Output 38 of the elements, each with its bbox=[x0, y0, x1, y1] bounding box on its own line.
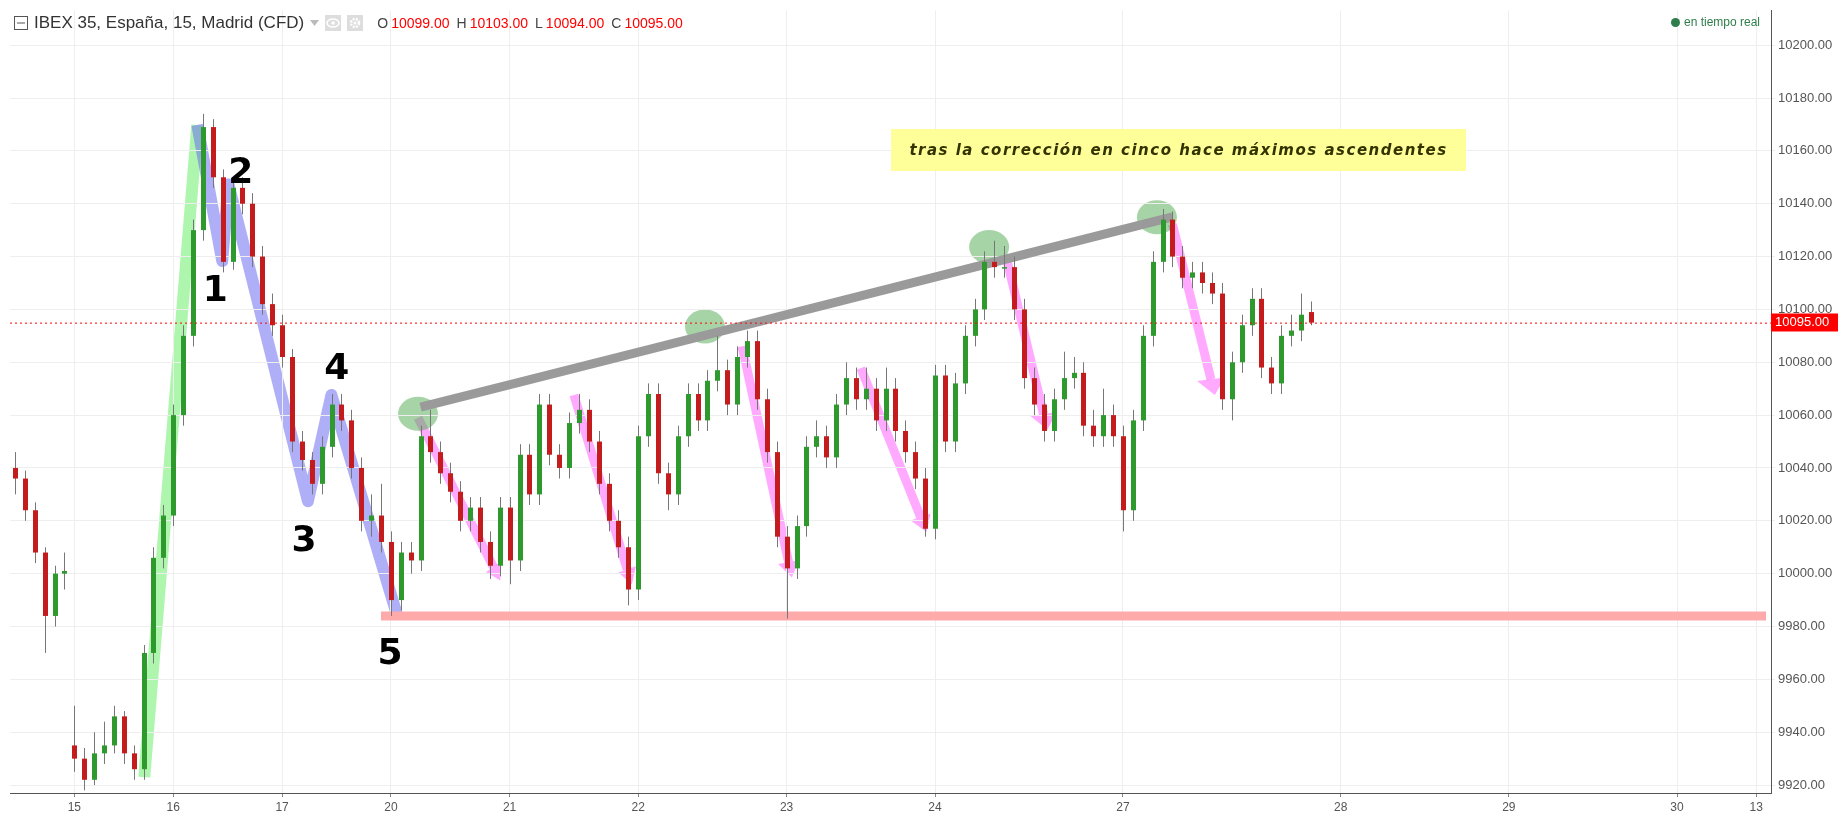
x-tick-label: 13 bbox=[1749, 799, 1764, 814]
y-tick-label: 10000.00 bbox=[1778, 565, 1833, 581]
x-tick-label: 20 bbox=[384, 799, 398, 814]
x-tick-label: 15 bbox=[67, 799, 82, 814]
y-tick-label: 10020.00 bbox=[1778, 512, 1833, 528]
annotation: 5 bbox=[377, 631, 403, 673]
x-tick-label: 17 bbox=[275, 799, 290, 814]
x-tick-label: 23 bbox=[779, 799, 794, 814]
y-tick-label: 10040.00 bbox=[1778, 459, 1833, 475]
x-tick-label: 21 bbox=[502, 799, 517, 814]
y-tick-label: 10160.00 bbox=[1778, 142, 1833, 158]
x-tick-label: 16 bbox=[166, 799, 181, 814]
y-tick-label: 9940.00 bbox=[1778, 723, 1825, 739]
x-tick-label: 28 bbox=[1333, 799, 1348, 814]
x-tick-label: 29 bbox=[1502, 799, 1516, 814]
annotation: 4 bbox=[324, 346, 350, 388]
y-tick-label: 10120.00 bbox=[1778, 248, 1833, 264]
y-tick-label: 10080.00 bbox=[1778, 353, 1833, 369]
x-tick-label: 30 bbox=[1670, 799, 1685, 814]
annotation: tras la corrección en cinco hace máximos ascendentes bbox=[891, 129, 1466, 171]
chart-title: IBEX 35, España, 15, Madrid (CFD) bbox=[34, 13, 305, 33]
y-tick-label: 10140.00 bbox=[1778, 195, 1833, 211]
annotation: 1 bbox=[202, 267, 228, 309]
y-tick-label: 10180.00 bbox=[1778, 89, 1833, 105]
x-tick-label: 27 bbox=[1116, 799, 1130, 814]
y-tick-label: 9960.00 bbox=[1778, 670, 1825, 686]
y-tick-label: 10060.00 bbox=[1778, 406, 1833, 422]
y-tick-label: 9920.00 bbox=[1778, 776, 1825, 792]
annotation: O 10099.00 H 10103.00 L 10094.00 C 10095.00 bbox=[377, 15, 683, 31]
annotation: 2 bbox=[228, 149, 254, 191]
annotation: 3 bbox=[291, 517, 317, 559]
annotation: en tiempo real bbox=[1683, 15, 1760, 29]
y-tick-label: 10100.00 bbox=[1778, 300, 1833, 316]
ref-line-label: 10095.00 bbox=[1775, 314, 1830, 330]
x-tick-label: 24 bbox=[928, 799, 943, 814]
y-tick-label: 9980.00 bbox=[1778, 618, 1825, 634]
y-tick-label: 10200.00 bbox=[1778, 36, 1833, 52]
x-tick-label: 22 bbox=[631, 799, 646, 814]
